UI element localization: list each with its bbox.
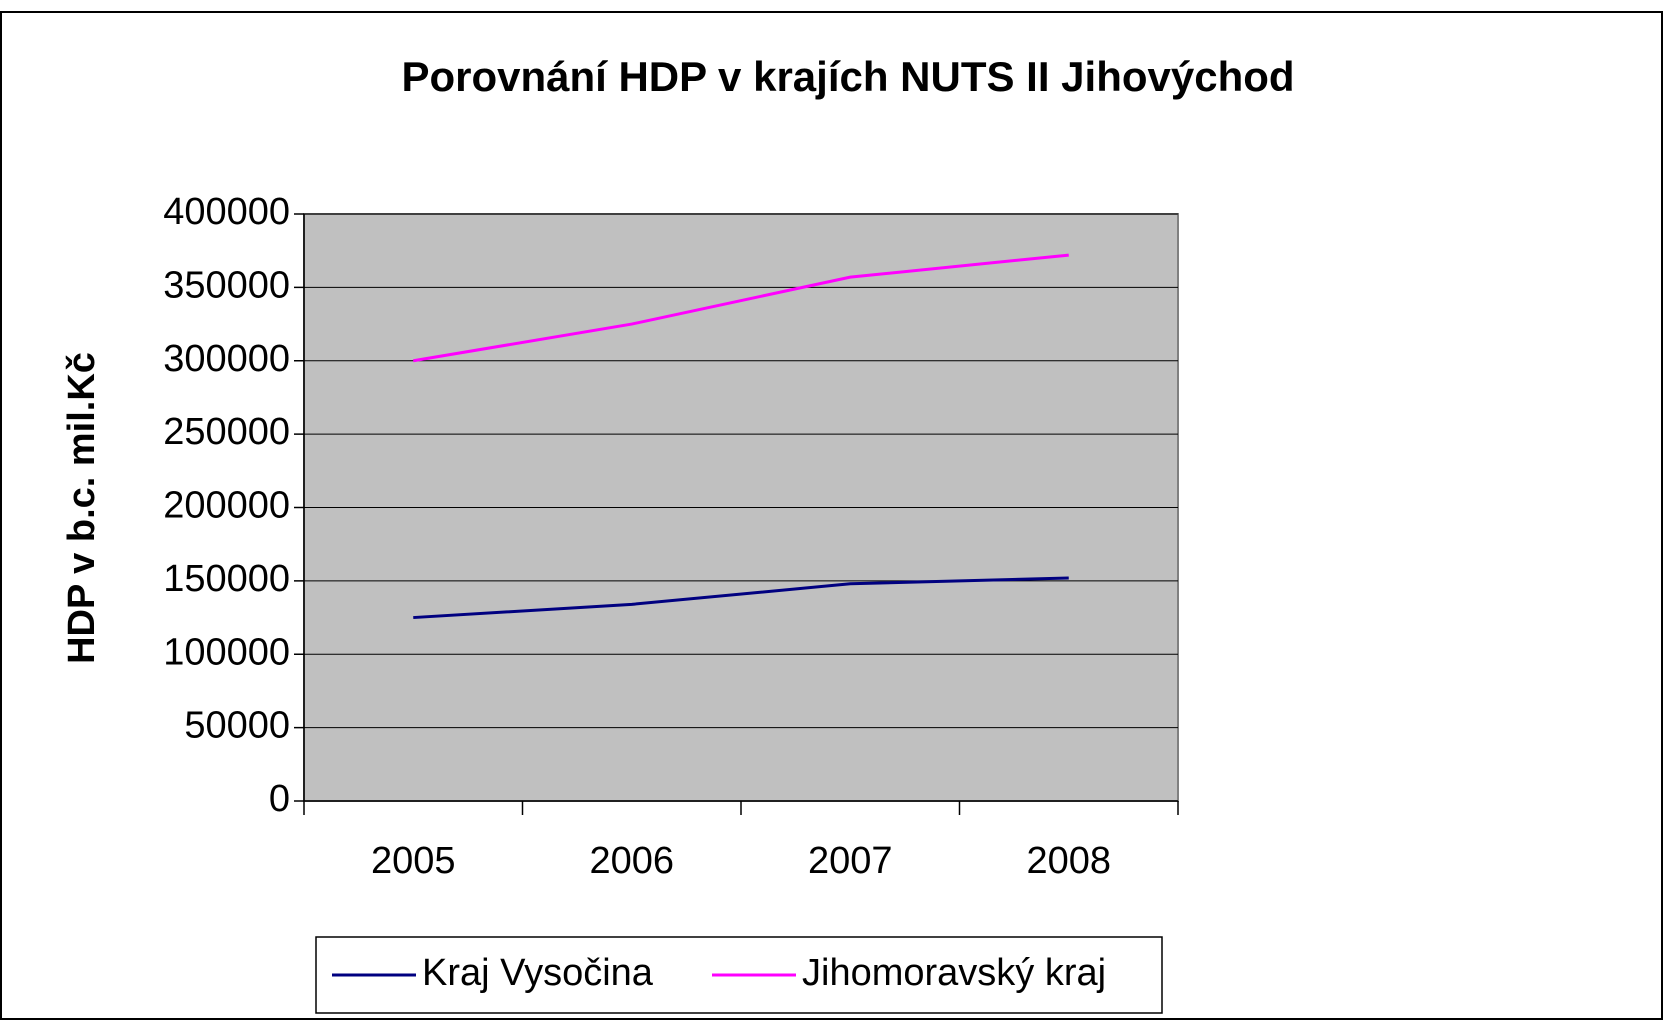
y-tick-label: 50000 [184,705,290,747]
y-tick-label: 200000 [163,485,290,527]
y-axis-label: HDP v b.c. mil.Kč [61,352,103,664]
chart-title: Porovnání HDP v krajích NUTS II Jihových… [401,53,1294,100]
legend-label: Jihomoravský kraj [802,952,1106,994]
x-tick-label: 2006 [589,840,674,882]
x-tick-label: 2005 [371,840,456,882]
y-tick-label: 350000 [163,264,290,306]
y-tick-label: 0 [269,778,290,820]
y-tick-label: 100000 [163,631,290,673]
y-tick-label: 250000 [163,411,290,453]
x-tick-label: 2007 [808,840,893,882]
x-tick-label: 2008 [1026,840,1111,882]
y-tick-label: 400000 [163,191,290,233]
legend-label: Kraj Vysočina [422,952,654,994]
series-line [413,576,1069,620]
series-line [413,253,1069,363]
y-tick-label: 150000 [163,558,290,600]
y-tick-label: 300000 [163,338,290,380]
